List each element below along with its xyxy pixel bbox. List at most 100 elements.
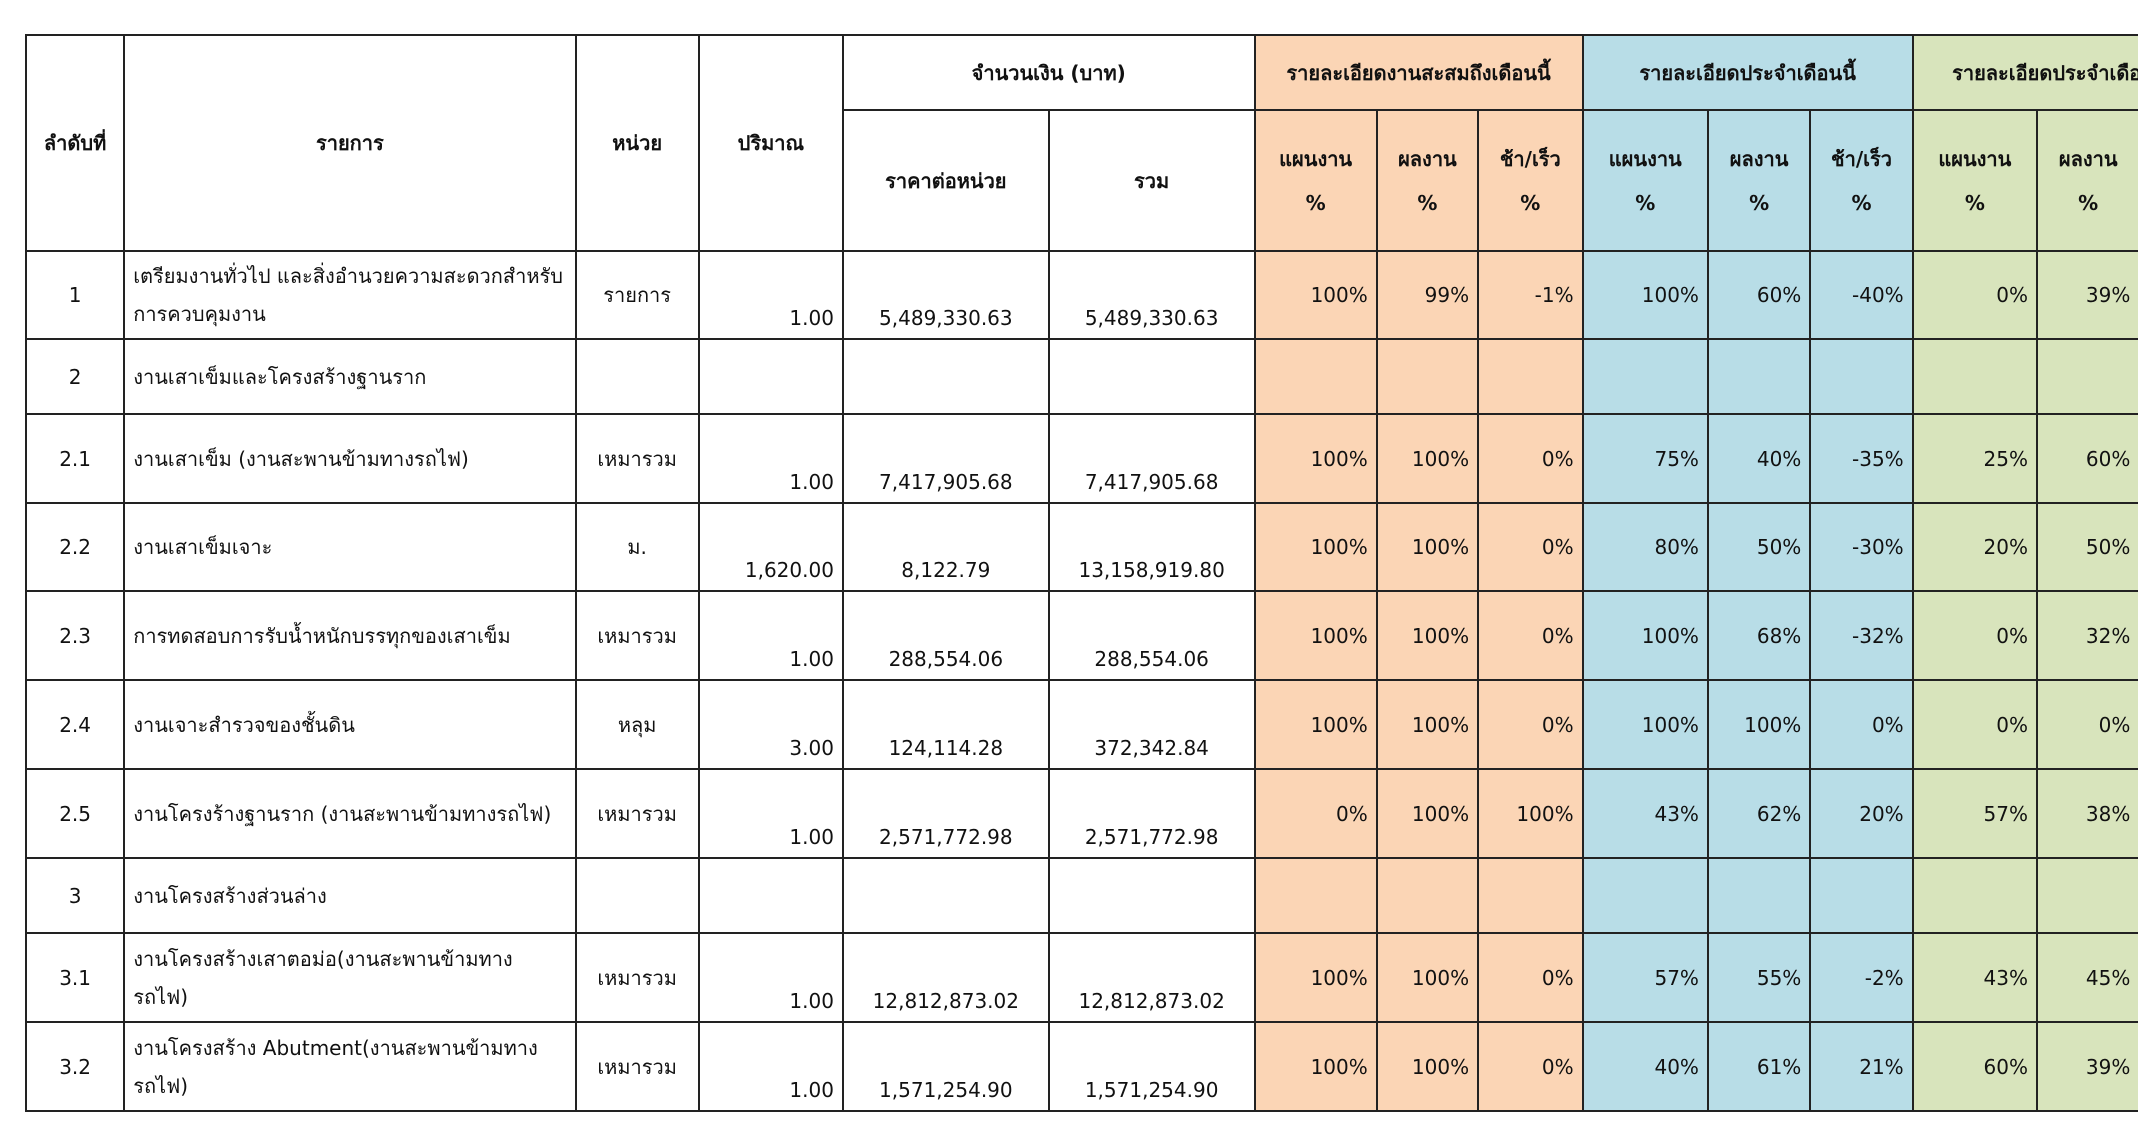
cell-last-result: 38% [2035,768,2138,859]
header-plan-cumulative: แผนงาน% [1253,109,1378,252]
header-diff-this-month: ช้า/เร็ว% [1809,109,1914,252]
header-unit: หน่วย [574,34,700,252]
cell-no: 3 [24,857,126,934]
header-item: รายการ [123,34,577,252]
cell-last-result [2035,338,2138,415]
header-amount-group: จำนวนเงิน (บาท) [841,34,1256,111]
cell-month-result: 50% [1706,502,1812,592]
cell-last-result [2035,857,2138,934]
cell-month-plan: 100% [1581,679,1709,770]
table-row: 3.1 งานโครงสร้างเสาตอม่อ(งานสะพานข้ามทางร… [24,932,2138,1023]
cell-unit-price: 124,114.28 [841,679,1050,770]
cell-month-result: 61% [1706,1021,1812,1112]
header-percent-sign: % [2078,190,2099,215]
header-total: รวม [1047,109,1256,252]
cell-month-plan [1581,857,1709,934]
cell-month-diff: 21% [1809,1021,1914,1112]
cell-qty [697,857,844,934]
cell-last-result: 39% [2035,250,2138,340]
header-result-last-month: ผลงาน% [2035,109,2138,252]
table-body: 1 เตรียมงานทั่วไป และสิ่งอำนวยความสะดวกสำ… [24,250,2138,1112]
cell-unit-price: 8,122.79 [841,502,1050,592]
cell-no: 3.2 [24,1021,126,1112]
cell-unit-price: 288,554.06 [841,590,1050,681]
cell-last-result: 0% [2035,679,2138,770]
cell-month-diff [1809,338,1914,415]
cell-cum-plan: 100% [1253,932,1378,1023]
cell-unit [574,857,700,934]
cell-month-diff: -40% [1809,250,1914,340]
cell-description: งานโครงสร้างเสาตอม่อ(งานสะพานข้ามทางรถไฟ… [123,932,577,1023]
cell-unit: เหมารวม [574,932,700,1023]
cell-no: 2.2 [24,502,126,592]
cell-qty: 3.00 [697,679,844,770]
header-percent-sign: % [1749,190,1770,215]
cell-qty: 1.00 [697,1021,844,1112]
cell-unit: ม. [574,502,700,592]
cell-month-result [1706,857,1812,934]
cell-total: 1,571,254.90 [1047,1021,1256,1112]
header-group-cumulative: รายละเอียดงานสะสมถึงเดือนนี้ [1253,34,1584,111]
cell-no: 2.5 [24,768,126,859]
header-result-cumulative: ผลงาน% [1375,109,1480,252]
table-row: 3.2 งานโครงสร้าง Abutment(งานสะพานข้ามทาง… [24,1021,2138,1112]
header-percent-sign: % [1851,190,1872,215]
cell-unit: หลุม [574,679,700,770]
cell-qty: 1.00 [697,590,844,681]
cell-description: การทดสอบการรับน้ำหนักบรรทุกของเสาเข็ม [123,590,577,681]
cell-qty: 1.00 [697,250,844,340]
table-header: ลำดับที่ รายการ หน่วย ปริมาณ จำนวนเงิน (… [24,34,2138,252]
header-group-this-month: รายละเอียดประจำเดือนนี้ [1581,34,1914,111]
header-percent-sign: % [1305,190,1326,215]
cell-unit: รายการ [574,250,700,340]
header-percent-sign: % [1635,190,1656,215]
header-label: แผนงาน [1279,146,1353,171]
header-plan-last-month: แผนงาน% [1911,109,2039,252]
cell-cum-result: 100% [1375,932,1480,1023]
cell-cum-result: 100% [1375,413,1480,504]
cell-month-result: 55% [1706,932,1812,1023]
cell-cum-diff [1477,338,1584,415]
cell-month-plan: 100% [1581,250,1709,340]
header-label: แผนงาน [1608,146,1682,171]
cell-cum-plan: 100% [1253,590,1378,681]
cell-total: 288,554.06 [1047,590,1256,681]
header-label: ผลงาน [2058,146,2118,171]
cell-cum-result: 100% [1375,768,1480,859]
cell-month-plan: 57% [1581,932,1709,1023]
header-group-last-month: รายละเอียดประจำเดือนที่แล้ว [1911,34,2138,111]
header-label: แผนงาน [1938,146,2012,171]
cell-cum-diff [1477,857,1584,934]
cell-qty [697,338,844,415]
cell-qty: 1.00 [697,413,844,504]
cell-cum-diff: 0% [1477,932,1584,1023]
cell-last-plan: 43% [1911,932,2039,1023]
cell-unit: เหมารวม [574,768,700,859]
header-percent-sign: % [1964,190,1985,215]
header-label: ช้า/เร็ว [1831,146,1892,171]
cell-description: งานโครงร้างฐานราก (งานสะพานข้ามทางรถไฟ) [123,768,577,859]
cell-month-diff: -30% [1809,502,1914,592]
cell-month-result [1706,338,1812,415]
cell-last-result: 45% [2035,932,2138,1023]
cell-description: งานเสาเข็มเจาะ [123,502,577,592]
cell-month-result: 100% [1706,679,1812,770]
header-percent-sign: % [1417,190,1438,215]
cell-last-plan: 0% [1911,679,2039,770]
cell-month-plan: 75% [1581,413,1709,504]
cell-cum-plan: 100% [1253,413,1378,504]
cell-total: 13,158,919.80 [1047,502,1256,592]
cell-description: งานเสาเข็ม (งานสะพานข้ามทางรถไฟ) [123,413,577,504]
cell-cum-plan: 100% [1253,250,1378,340]
cell-qty: 1.00 [697,932,844,1023]
cell-description: งานโครงสร้างส่วนล่าง [123,857,577,934]
cell-cum-diff: 0% [1477,590,1584,681]
cell-cum-diff: 0% [1477,413,1584,504]
header-plan-this-month: แผนงาน% [1581,109,1709,252]
cell-month-result: 60% [1706,250,1812,340]
cell-last-plan: 0% [1911,250,2039,340]
cell-unit-price [841,857,1050,934]
cell-unit-price: 1,571,254.90 [841,1021,1050,1112]
cell-last-plan: 57% [1911,768,2039,859]
cell-cum-result: 100% [1375,1021,1480,1112]
